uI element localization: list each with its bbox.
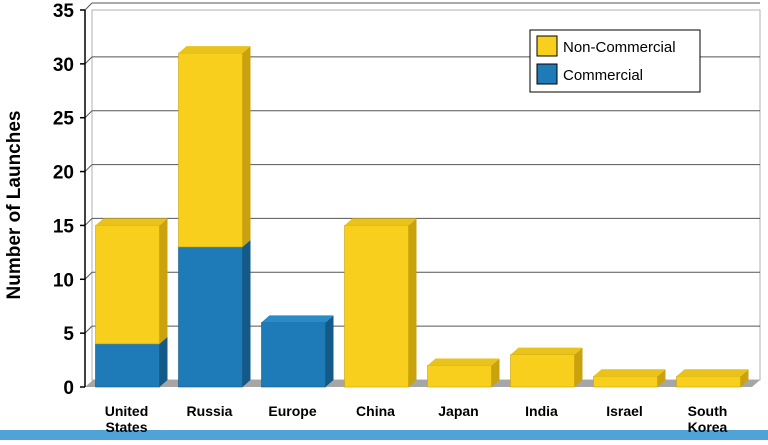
bar-side: [325, 315, 334, 387]
bar-side: [159, 336, 168, 387]
gridline-diag: [84, 325, 93, 334]
bar-side: [574, 347, 583, 387]
bar-non-commercial-south-korea: [676, 369, 749, 388]
x-tick-label: Israel: [606, 403, 643, 419]
chart-floor: [85, 380, 760, 387]
gridline-diag: [84, 218, 93, 226]
bar-top: [261, 315, 334, 323]
bar-non-commercial-china: [344, 218, 417, 388]
gridline-diag: [84, 164, 93, 172]
bar-non-commercial-united-states: [95, 218, 168, 345]
gridline-diag: [84, 271, 93, 280]
x-tick-label: Korea: [688, 419, 728, 435]
bar-top: [427, 358, 500, 366]
bar-front: [178, 246, 243, 388]
bar-front: [261, 322, 326, 388]
y-tick-label: 5: [63, 324, 74, 345]
y-tick-label: 15: [53, 216, 75, 237]
legend-label: Non-Commercial: [563, 39, 676, 56]
y-tick-label: 10: [53, 270, 74, 291]
bar-front: [95, 343, 160, 388]
bars: [95, 46, 749, 388]
bar-side: [657, 369, 666, 387]
legend-box: [529, 29, 701, 93]
bar-front: [510, 354, 575, 388]
x-tick-label: United: [105, 403, 149, 419]
bar-top: [344, 218, 417, 226]
x-tick-label: Europe: [268, 403, 316, 419]
bar-front: [95, 225, 160, 345]
bar-commercial-united-states: [95, 336, 168, 388]
y-tick-label: 0: [63, 378, 74, 399]
bottom-accent-band: [0, 430, 768, 440]
bar-side: [408, 218, 417, 387]
y-tick-label: 20: [53, 163, 74, 184]
bar-front: [427, 365, 492, 388]
bar-front: [344, 225, 409, 388]
bar-front: [178, 52, 243, 248]
gridline-diag: [84, 2, 93, 11]
bar-top: [676, 369, 749, 377]
y-tick-label: 30: [53, 55, 74, 76]
legend-swatch: [536, 35, 558, 57]
legend: Non-Commercial Commercial: [529, 29, 701, 93]
y-axis-title: Number of Launches: [4, 111, 25, 300]
bar-top: [593, 369, 666, 377]
bar-side: [491, 358, 500, 387]
bar-top: [95, 218, 168, 226]
x-tick-label: Russia: [187, 403, 233, 419]
y-tick-label: 25: [53, 109, 75, 130]
bar-side: [159, 218, 168, 344]
bar-non-commercial-india: [510, 347, 583, 388]
bar-front: [593, 375, 658, 388]
bar-side: [242, 46, 251, 247]
bar-non-commercial-japan: [427, 358, 500, 388]
gridline-diag: [84, 110, 93, 119]
bar-top: [510, 347, 583, 355]
bar-side: [242, 239, 251, 387]
x-tick-label: China: [356, 403, 395, 419]
x-tick-label: South: [688, 403, 728, 419]
y-axis-ticks: 0 5 10 15 20 25 30 35: [53, 1, 85, 399]
bar-top: [178, 46, 251, 54]
bar-commercial-europe: [261, 315, 334, 388]
gridline-diag: [84, 56, 93, 65]
bar-non-commercial-israel: [593, 369, 666, 388]
legend-label: Commercial: [563, 67, 643, 84]
y-tick-label: 35: [53, 1, 75, 22]
bar-non-commercial-russia: [178, 46, 251, 248]
x-tick-label: States: [105, 419, 147, 435]
x-tick-label: Japan: [438, 403, 478, 419]
bar-side: [740, 369, 749, 387]
bar-front: [676, 375, 741, 388]
legend-swatch: [536, 63, 558, 85]
x-tick-label: India: [525, 403, 558, 419]
bar-commercial-russia: [178, 239, 251, 388]
